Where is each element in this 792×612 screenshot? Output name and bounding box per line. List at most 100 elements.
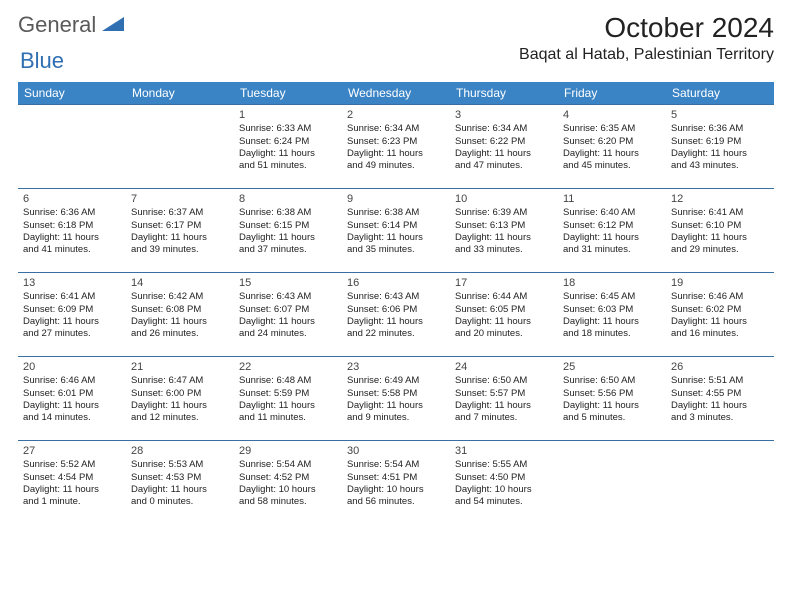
sunrise-text: Sunrise: 6:43 AM <box>239 291 337 303</box>
calendar-day-cell: 26Sunrise: 5:51 AMSunset: 4:55 PMDayligh… <box>666 357 774 441</box>
day-number: 20 <box>23 360 121 374</box>
day-number: 8 <box>239 192 337 206</box>
daylight-text-2: and 37 minutes. <box>239 244 337 256</box>
sunrise-text: Sunrise: 6:45 AM <box>563 291 661 303</box>
calendar-week-row: 27Sunrise: 5:52 AMSunset: 4:54 PMDayligh… <box>18 441 774 525</box>
day-number: 29 <box>239 444 337 458</box>
day-number: 13 <box>23 276 121 290</box>
daylight-text-2: and 45 minutes. <box>563 160 661 172</box>
location: Baqat al Hatab, Palestinian Territory <box>519 46 774 64</box>
sunrise-text: Sunrise: 5:54 AM <box>347 459 445 471</box>
sunset-text: Sunset: 4:55 PM <box>671 388 769 400</box>
calendar-day-cell: 9Sunrise: 6:38 AMSunset: 6:14 PMDaylight… <box>342 189 450 273</box>
sunrise-text: Sunrise: 6:44 AM <box>455 291 553 303</box>
daylight-text: Daylight: 11 hours <box>347 148 445 160</box>
day-header: Monday <box>126 82 234 105</box>
sunrise-text: Sunrise: 5:54 AM <box>239 459 337 471</box>
daylight-text-2: and 3 minutes. <box>671 412 769 424</box>
daylight-text-2: and 20 minutes. <box>455 328 553 340</box>
calendar-day-cell: 5Sunrise: 6:36 AMSunset: 6:19 PMDaylight… <box>666 105 774 189</box>
day-header: Wednesday <box>342 82 450 105</box>
daylight-text-2: and 29 minutes. <box>671 244 769 256</box>
sunset-text: Sunset: 6:20 PM <box>563 136 661 148</box>
sunrise-text: Sunrise: 5:55 AM <box>455 459 553 471</box>
sunset-text: Sunset: 6:07 PM <box>239 304 337 316</box>
calendar-empty-cell <box>666 441 774 525</box>
calendar-day-cell: 27Sunrise: 5:52 AMSunset: 4:54 PMDayligh… <box>18 441 126 525</box>
calendar-day-cell: 24Sunrise: 6:50 AMSunset: 5:57 PMDayligh… <box>450 357 558 441</box>
day-number: 17 <box>455 276 553 290</box>
daylight-text: Daylight: 11 hours <box>23 232 121 244</box>
day-number: 26 <box>671 360 769 374</box>
sunrise-text: Sunrise: 5:51 AM <box>671 375 769 387</box>
calendar-empty-cell <box>18 105 126 189</box>
sunset-text: Sunset: 6:17 PM <box>131 220 229 232</box>
day-number: 1 <box>239 108 337 122</box>
sunrise-text: Sunrise: 5:52 AM <box>23 459 121 471</box>
calendar-week-row: 20Sunrise: 6:46 AMSunset: 6:01 PMDayligh… <box>18 357 774 441</box>
daylight-text: Daylight: 10 hours <box>455 484 553 496</box>
logo-text-blue: Blue <box>20 48 64 73</box>
day-number: 22 <box>239 360 337 374</box>
daylight-text: Daylight: 11 hours <box>239 232 337 244</box>
daylight-text-2: and 54 minutes. <box>455 496 553 508</box>
calendar-day-cell: 1Sunrise: 6:33 AMSunset: 6:24 PMDaylight… <box>234 105 342 189</box>
daylight-text: Daylight: 11 hours <box>239 316 337 328</box>
sunrise-text: Sunrise: 6:36 AM <box>671 123 769 135</box>
daylight-text-2: and 16 minutes. <box>671 328 769 340</box>
calendar-day-cell: 25Sunrise: 6:50 AMSunset: 5:56 PMDayligh… <box>558 357 666 441</box>
sunrise-text: Sunrise: 6:48 AM <box>239 375 337 387</box>
daylight-text: Daylight: 11 hours <box>347 400 445 412</box>
sunrise-text: Sunrise: 6:37 AM <box>131 207 229 219</box>
sunrise-text: Sunrise: 6:38 AM <box>347 207 445 219</box>
sunrise-text: Sunrise: 6:33 AM <box>239 123 337 135</box>
day-number: 19 <box>671 276 769 290</box>
sunrise-text: Sunrise: 6:46 AM <box>671 291 769 303</box>
logo: General <box>18 12 128 38</box>
sunrise-text: Sunrise: 6:42 AM <box>131 291 229 303</box>
daylight-text-2: and 56 minutes. <box>347 496 445 508</box>
calendar-empty-cell <box>558 441 666 525</box>
sunset-text: Sunset: 6:02 PM <box>671 304 769 316</box>
calendar-day-cell: 10Sunrise: 6:39 AMSunset: 6:13 PMDayligh… <box>450 189 558 273</box>
sunrise-text: Sunrise: 6:39 AM <box>455 207 553 219</box>
calendar-day-cell: 12Sunrise: 6:41 AMSunset: 6:10 PMDayligh… <box>666 189 774 273</box>
calendar-day-cell: 11Sunrise: 6:40 AMSunset: 6:12 PMDayligh… <box>558 189 666 273</box>
day-header: Saturday <box>666 82 774 105</box>
day-header: Tuesday <box>234 82 342 105</box>
day-number: 25 <box>563 360 661 374</box>
calendar-day-cell: 23Sunrise: 6:49 AMSunset: 5:58 PMDayligh… <box>342 357 450 441</box>
daylight-text: Daylight: 11 hours <box>455 400 553 412</box>
sunrise-text: Sunrise: 6:36 AM <box>23 207 121 219</box>
daylight-text-2: and 39 minutes. <box>131 244 229 256</box>
day-number: 6 <box>23 192 121 206</box>
sunset-text: Sunset: 6:15 PM <box>239 220 337 232</box>
calendar-empty-cell <box>126 105 234 189</box>
daylight-text-2: and 18 minutes. <box>563 328 661 340</box>
daylight-text: Daylight: 11 hours <box>563 148 661 160</box>
daylight-text: Daylight: 10 hours <box>347 484 445 496</box>
day-number: 30 <box>347 444 445 458</box>
sunrise-text: Sunrise: 6:46 AM <box>23 375 121 387</box>
daylight-text-2: and 11 minutes. <box>239 412 337 424</box>
daylight-text: Daylight: 11 hours <box>23 400 121 412</box>
day-header: Thursday <box>450 82 558 105</box>
day-number: 14 <box>131 276 229 290</box>
sunrise-text: Sunrise: 6:50 AM <box>563 375 661 387</box>
sunrise-text: Sunrise: 6:34 AM <box>347 123 445 135</box>
calendar-day-cell: 14Sunrise: 6:42 AMSunset: 6:08 PMDayligh… <box>126 273 234 357</box>
daylight-text-2: and 58 minutes. <box>239 496 337 508</box>
day-number: 31 <box>455 444 553 458</box>
day-number: 9 <box>347 192 445 206</box>
calendar-day-cell: 8Sunrise: 6:38 AMSunset: 6:15 PMDaylight… <box>234 189 342 273</box>
day-number: 21 <box>131 360 229 374</box>
sunrise-text: Sunrise: 6:43 AM <box>347 291 445 303</box>
daylight-text-2: and 41 minutes. <box>23 244 121 256</box>
sunset-text: Sunset: 6:22 PM <box>455 136 553 148</box>
daylight-text-2: and 0 minutes. <box>131 496 229 508</box>
daylight-text: Daylight: 11 hours <box>455 148 553 160</box>
sunrise-text: Sunrise: 6:35 AM <box>563 123 661 135</box>
calendar-day-cell: 3Sunrise: 6:34 AMSunset: 6:22 PMDaylight… <box>450 105 558 189</box>
calendar-body: 1Sunrise: 6:33 AMSunset: 6:24 PMDaylight… <box>18 105 774 525</box>
daylight-text-2: and 7 minutes. <box>455 412 553 424</box>
